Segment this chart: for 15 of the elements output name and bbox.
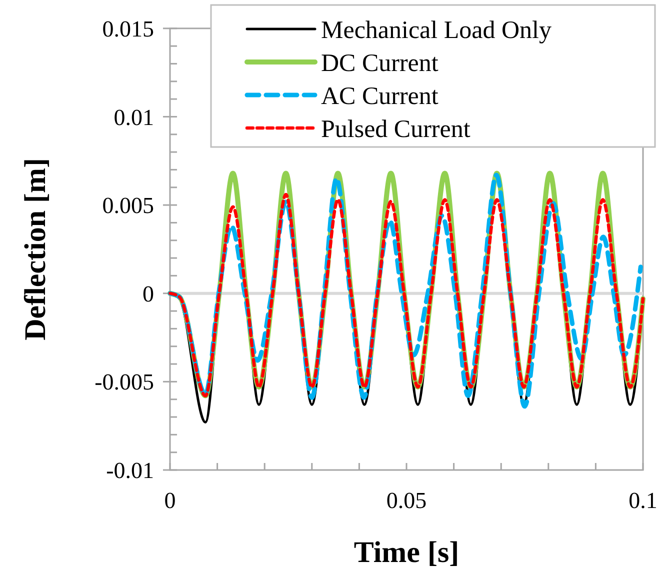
y-tick-label: 0.01 — [114, 104, 154, 130]
legend-label: DC Current — [321, 50, 438, 77]
legend-label: AC Current — [321, 82, 438, 110]
y-axis-title: Deflection [m] — [19, 158, 52, 340]
y-tick-label: 0.005 — [102, 193, 154, 218]
x-tick-label: 0 — [164, 488, 176, 513]
legend-label: Pulsed Current — [321, 116, 470, 143]
y-tick-label: -0.01 — [106, 458, 154, 484]
x-tick-label: 0.05 — [386, 488, 427, 513]
legend-label: Mechanical Load Only — [321, 16, 552, 44]
y-tick-label: 0 — [142, 281, 154, 306]
y-tick-label: 0.015 — [102, 16, 154, 42]
x-axis-title: Time [s] — [354, 536, 460, 569]
x-tick-label: 0.1 — [628, 488, 658, 513]
y-tick-label: -0.005 — [94, 370, 154, 395]
